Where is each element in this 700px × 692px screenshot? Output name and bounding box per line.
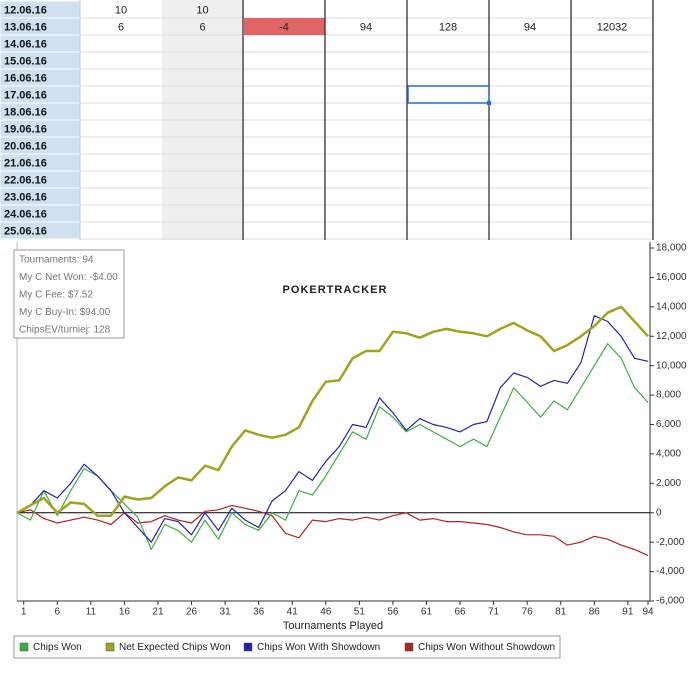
- series-line: [16, 305, 649, 517]
- negative-cell: [244, 18, 325, 35]
- y-tick-label: 18,000: [656, 243, 687, 254]
- info-line: My C Net Won: -$4.00: [19, 272, 118, 283]
- y-tick-label: 6,000: [656, 419, 681, 430]
- x-tick-label: 31: [220, 607, 232, 618]
- legend-box: [13, 635, 561, 659]
- x-tick-label: 16: [119, 607, 131, 618]
- date-label: 18.06.16: [4, 106, 47, 118]
- date-label: 14.06.16: [4, 38, 47, 50]
- x-tick-label: 41: [287, 607, 299, 618]
- info-line: Tournaments: 94: [19, 255, 94, 266]
- info-line: ChipsEV/turniej: 128: [19, 325, 111, 336]
- x-tick-label: 36: [253, 607, 265, 618]
- cell-value[interactable]: 94: [360, 21, 372, 33]
- cell-value[interactable]: 128: [439, 21, 457, 33]
- date-label: 20.06.16: [4, 140, 47, 152]
- y-tick-label: -2,000: [656, 537, 685, 548]
- cell-value[interactable]: 12032: [597, 21, 628, 33]
- series-line: [16, 315, 649, 543]
- legend-label[interactable]: Net Expected Chips Won: [119, 642, 231, 653]
- date-label: 22.06.16: [4, 174, 47, 186]
- y-tick-label: 14,000: [656, 301, 687, 312]
- x-tick-label: 66: [454, 607, 466, 618]
- x-tick-label: 76: [522, 607, 534, 618]
- date-label: 23.06.16: [4, 191, 47, 203]
- date-label: 16.06.16: [4, 72, 47, 84]
- x-axis-title: Tournaments Played: [283, 620, 383, 632]
- watermark: POKERTRACKER: [283, 284, 388, 296]
- x-tick-label: 86: [589, 607, 601, 618]
- y-tick-label: -6,000: [656, 596, 685, 607]
- cell-value[interactable]: 94: [524, 21, 536, 33]
- legend-label[interactable]: Chips Won With Showdown: [257, 642, 380, 653]
- date-label: 19.06.16: [4, 123, 47, 135]
- legend-label[interactable]: Chips Won Without Showdown: [418, 642, 555, 653]
- series-line: [16, 504, 649, 556]
- x-tick-label: 61: [421, 607, 433, 618]
- x-tick-label: 56: [387, 607, 399, 618]
- x-tick-label: 71: [488, 607, 500, 618]
- legend-label[interactable]: Chips Won: [33, 642, 82, 653]
- date-label: 25.06.16: [4, 225, 47, 237]
- cell-value[interactable]: 10: [115, 4, 127, 16]
- info-box: [13, 249, 125, 339]
- date-label: 15.06.16: [4, 55, 47, 67]
- selected-cell[interactable]: [407, 85, 490, 104]
- legend-swatch[interactable]: [19, 642, 29, 652]
- x-tick-label: 94: [642, 607, 654, 618]
- y-tick-label: 4,000: [656, 449, 681, 460]
- x-tick-label: 21: [152, 607, 164, 618]
- cell-value[interactable]: 10: [196, 4, 208, 16]
- x-tick-label: 51: [354, 607, 366, 618]
- legend-swatch[interactable]: [404, 642, 414, 652]
- date-label: 17.06.16: [4, 89, 47, 101]
- y-tick-label: 2,000: [656, 478, 681, 489]
- x-tick-label: 81: [555, 607, 567, 618]
- y-tick-label: 16,000: [656, 272, 687, 283]
- date-label: 21.06.16: [4, 157, 47, 169]
- x-tick-label: 1: [21, 607, 27, 618]
- cell-value[interactable]: -4: [279, 21, 289, 33]
- legend-swatch[interactable]: [105, 642, 115, 652]
- y-tick-label: 10,000: [656, 360, 687, 371]
- selection-handle[interactable]: [487, 101, 491, 105]
- y-tick-label: -4,000: [656, 566, 685, 577]
- cell-value[interactable]: 6: [199, 21, 205, 33]
- x-tick-label: 91: [622, 607, 634, 618]
- x-tick-label: 26: [186, 607, 198, 618]
- x-tick-label: 6: [54, 607, 60, 618]
- y-tick-label: 0: [656, 507, 662, 518]
- y-tick-label: 8,000: [656, 390, 681, 401]
- cell-value[interactable]: 6: [118, 21, 124, 33]
- date-label: 24.06.16: [4, 208, 47, 220]
- x-tick-label: 46: [320, 607, 332, 618]
- date-label: 13.06.16: [4, 21, 47, 33]
- date-label: 12.06.16: [4, 4, 47, 16]
- x-tick-label: 11: [86, 607, 97, 618]
- y-tick-label: 12,000: [656, 331, 687, 342]
- info-line: My C Buy-In: $94.00: [19, 307, 111, 318]
- legend-swatch[interactable]: [243, 642, 253, 652]
- info-line: My C Fee: $7.52: [19, 290, 93, 301]
